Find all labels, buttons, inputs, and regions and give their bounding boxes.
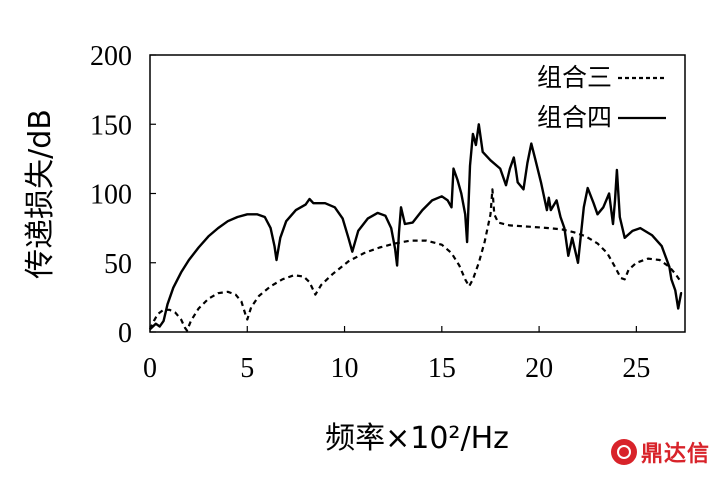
legend-label-2: 组合四	[537, 103, 612, 132]
series-lines	[149, 123, 683, 332]
x-tick-label-0: 0	[143, 353, 157, 384]
legend-label-1: 组合三	[537, 63, 612, 92]
x-tick-label-4: 20	[525, 353, 553, 384]
x-axis-label: 频率×10²/Hz	[325, 421, 509, 456]
x-tick-label-5: 25	[622, 353, 650, 384]
x-tick-label-3: 15	[428, 353, 456, 384]
logo-icon	[610, 439, 637, 465]
y-tick-label-2: 100	[90, 180, 132, 211]
plot-frame	[149, 54, 686, 333]
watermark: 鼎达信	[610, 436, 710, 468]
series-line-2	[149, 123, 683, 331]
x-tick-label-2: 10	[331, 353, 359, 384]
y-tick-label-1: 50	[104, 249, 132, 280]
y-tick-label-3: 150	[90, 110, 132, 141]
y-tick-label-0: 0	[118, 318, 132, 349]
y-axis-label: 传递损失/dB	[23, 109, 58, 279]
x-tick-label-1: 5	[240, 353, 254, 384]
watermark-text: 鼎达信	[640, 442, 710, 467]
y-tick-label-4: 200	[90, 41, 132, 72]
axis-ticks: 0 5 10 15 20 25 0 50 100 150 200	[90, 41, 650, 384]
